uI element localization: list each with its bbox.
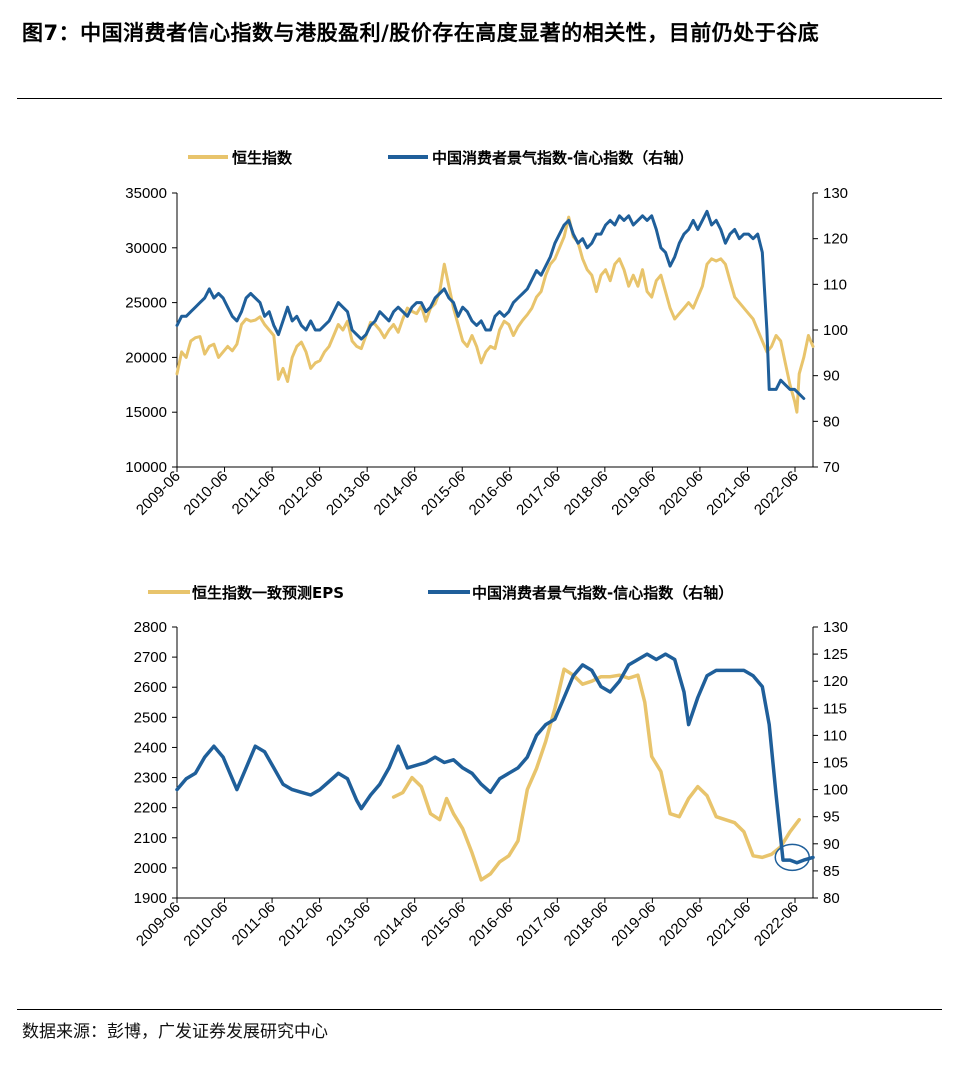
chart-hsi-vs-confidence: 35000 30000 25000 20000 15000 10000 130 120 110 1…	[125, 149, 848, 519]
left-tick-label: 2400	[134, 739, 167, 756]
left-tick-label: 2100	[134, 830, 167, 847]
x-tick-label: 2019-06	[608, 468, 659, 519]
right-tick-label: 120	[823, 673, 848, 690]
right-tick-label: 110	[823, 727, 847, 744]
right-tick-label: 100	[823, 322, 848, 339]
left-tick-label: 25000	[125, 295, 167, 312]
x-tick-label: 2012-06	[275, 899, 326, 950]
x-tick-label: 2021-06	[703, 468, 754, 519]
right-tick-label: 125	[823, 646, 848, 663]
right-tick-label: 100	[823, 782, 848, 799]
x-tick-label: 2013-06	[323, 899, 374, 950]
right-tick-label: 85	[823, 863, 840, 880]
right-tick-label: 110	[823, 276, 847, 293]
x-tick-label: 2022-06	[751, 899, 802, 950]
x-tick-label: 2015-06	[418, 468, 469, 519]
x-tick-label: 2020-06	[656, 468, 707, 519]
left-tick-label: 2600	[134, 679, 167, 696]
right-tick-label: 95	[823, 809, 840, 826]
left-tick-label: 2000	[134, 860, 167, 877]
highlight-circle	[774, 843, 811, 872]
left-tick-label: 15000	[125, 404, 167, 421]
x-tick-label: 2014-06	[371, 468, 422, 519]
right-tick-label: 90	[823, 368, 840, 385]
left-tick-label: 35000	[125, 185, 167, 202]
source-rule	[17, 1009, 942, 1010]
x-tick-label: 2019-06	[608, 899, 659, 950]
x-tick-label: 2016-06	[466, 899, 517, 950]
right-tick-label: 105	[823, 755, 848, 772]
right-tick-label: 70	[823, 459, 840, 476]
x-tick-label: 2011-06	[229, 899, 279, 949]
x-tick-label: 2010-06	[180, 899, 231, 950]
left-tick-label: 1900	[134, 890, 167, 907]
x-tick-label: 2018-06	[561, 468, 612, 519]
x-tick-label: 2018-06	[561, 899, 612, 950]
right-tick-label: 115	[823, 700, 847, 717]
x-tick-label: 2010-06	[180, 468, 231, 519]
series-line-blue	[175, 652, 815, 865]
right-tick-label: 120	[823, 231, 848, 248]
left-tick-label: 2200	[134, 800, 167, 817]
x-tick-label: 2015-06	[418, 899, 469, 950]
series-line-gold	[391, 667, 801, 882]
left-tick-label: 30000	[125, 240, 167, 257]
legend-label: 中国消费者景气指数-信心指数（右轴）	[432, 149, 693, 167]
x-tick-label: 2016-06	[466, 468, 517, 519]
chart-eps-vs-confidence: 2800 2700 2600 2500 2400 2300 2200 2100 2000 1900…	[133, 584, 848, 950]
left-tick-label: 2800	[134, 619, 167, 636]
left-tick-label: 2300	[134, 770, 167, 787]
figure-title: 图7：中国消费者信心指数与港股盈利/股价存在高度显著的相关性，目前仍处于谷底	[22, 21, 820, 45]
series-line-gold	[175, 215, 815, 414]
right-tick-label: 80	[823, 413, 840, 430]
x-tick-label: 2017-06	[513, 899, 564, 950]
title-rule	[17, 98, 942, 99]
x-tick-label: 2013-06	[323, 468, 374, 519]
right-tick-label: 90	[823, 836, 840, 853]
right-tick-label: 130	[823, 185, 848, 202]
x-tick-label: 2014-06	[371, 899, 422, 950]
right-tick-label: 80	[823, 890, 840, 907]
x-tick-label: 2022-06	[751, 468, 802, 519]
legend-label: 恒生指数	[232, 149, 293, 167]
x-tick-label: 2012-06	[275, 468, 326, 519]
left-tick-label: 20000	[125, 349, 167, 366]
x-tick-label: 2021-06	[703, 899, 754, 950]
x-tick-label: 2017-06	[513, 468, 564, 519]
left-tick-label: 2500	[134, 709, 167, 726]
legend-label: 恒生指数一致预测EPS	[192, 584, 344, 602]
x-tick-label: 2011-06	[229, 468, 279, 518]
x-tick-label: 2020-06	[656, 899, 707, 950]
data-source-note: 数据来源：彭博，广发证券发展研究中心	[22, 1022, 328, 1042]
legend-label: 中国消费者景气指数-信心指数（右轴）	[472, 584, 733, 602]
left-tick-label: 10000	[125, 459, 167, 476]
series-line-blue	[175, 209, 806, 400]
right-tick-label: 130	[823, 619, 848, 636]
left-tick-label: 2700	[134, 649, 167, 666]
